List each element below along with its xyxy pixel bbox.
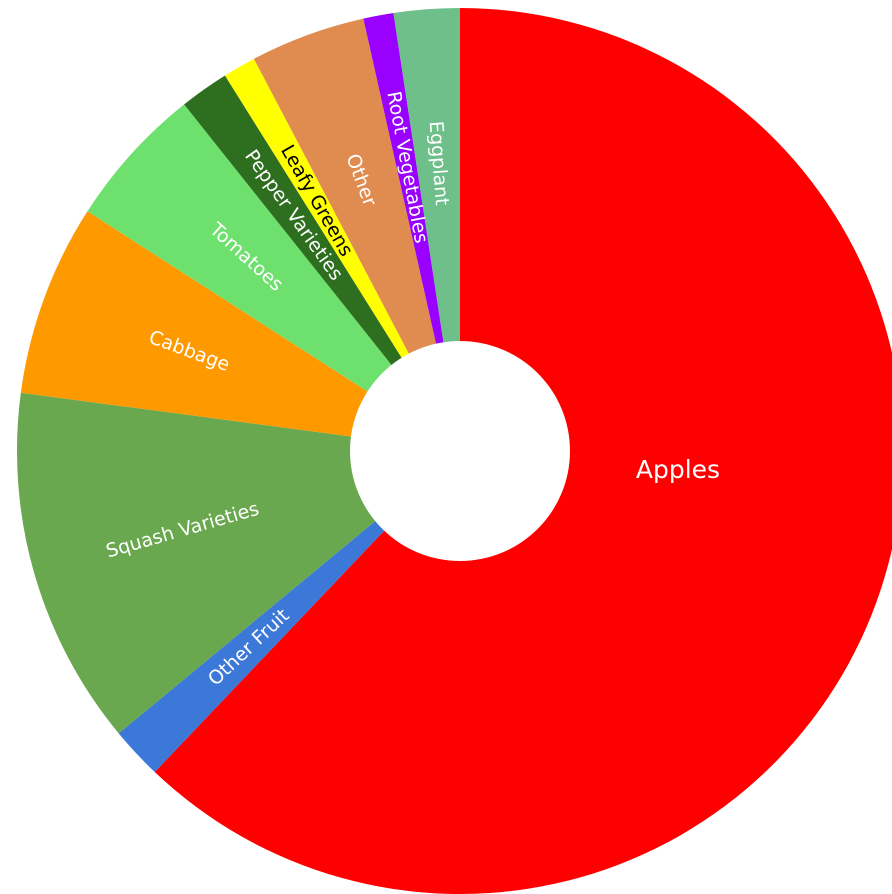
slice-pepper-varieties: [184, 75, 461, 451]
slice-leafy-greens: [224, 58, 460, 452]
slice-label-apples: Apples: [636, 455, 720, 484]
slice-root-vegetables: [363, 13, 460, 452]
slice-cabbage: [20, 211, 460, 451]
slice-eggplant: [393, 8, 460, 451]
slice-squash-varieties: [16, 392, 460, 734]
slice-tomatoes: [87, 104, 461, 452]
slice-other: [253, 18, 460, 451]
donut-hole: [350, 341, 570, 561]
slice-other-fruit: [118, 451, 460, 773]
